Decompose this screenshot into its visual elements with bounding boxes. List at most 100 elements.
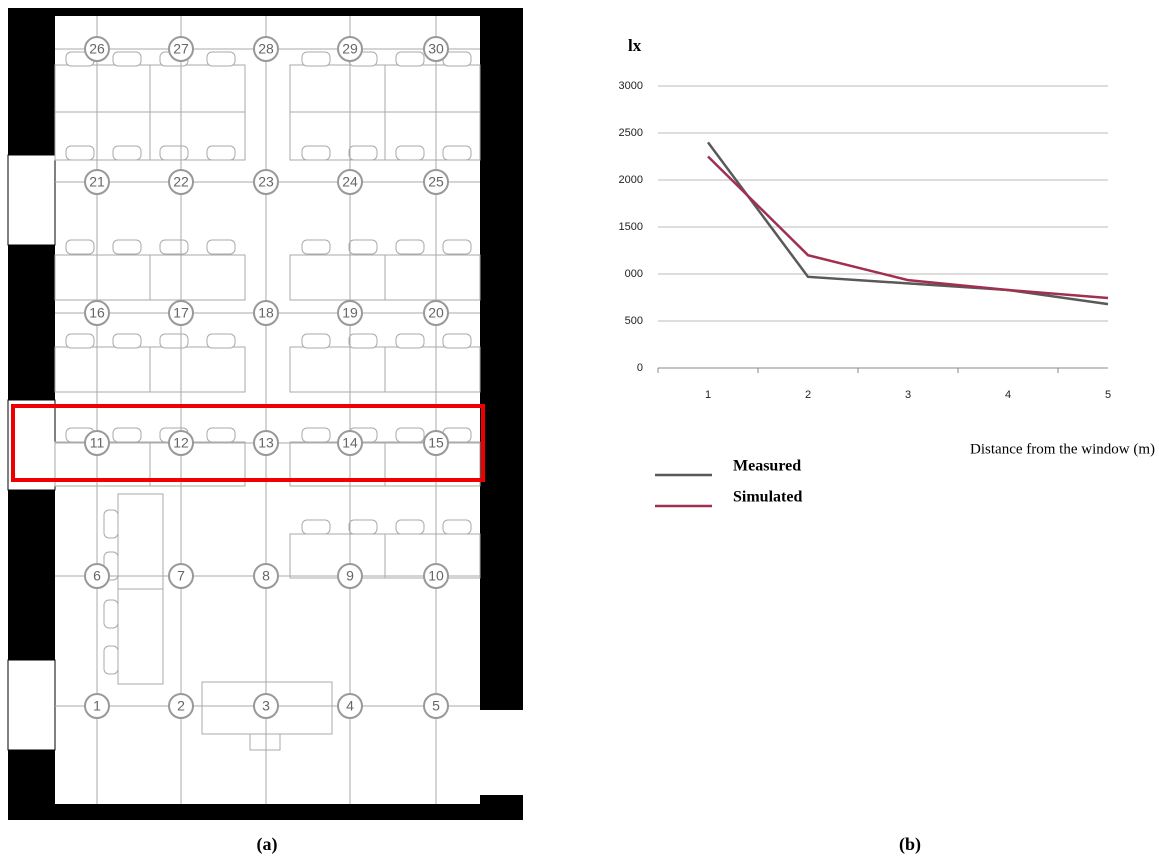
- point-label: 3: [262, 698, 270, 714]
- chair: [442, 145, 472, 161]
- chair: [112, 145, 142, 161]
- measure-point: [423, 300, 449, 326]
- y-tick-label: 000: [625, 268, 643, 280]
- measure-point: [84, 300, 110, 326]
- y-tick-label: 0: [637, 362, 643, 374]
- chair: [301, 239, 331, 255]
- point-label: 15: [428, 435, 444, 451]
- desk: [384, 254, 481, 301]
- desk: [384, 346, 481, 393]
- desk: [54, 64, 151, 113]
- measure-point: [168, 36, 194, 62]
- window: [7, 154, 56, 246]
- chair: [112, 239, 142, 255]
- measure-point: [84, 563, 110, 589]
- chair: [301, 51, 331, 67]
- chair: [301, 427, 331, 443]
- chair: [103, 509, 119, 539]
- desk: [384, 64, 481, 113]
- point-label: 4: [346, 698, 354, 714]
- desk: [201, 681, 333, 735]
- measure-point: [337, 169, 363, 195]
- chair: [301, 519, 331, 535]
- x-tick-label: 5: [1105, 389, 1111, 401]
- chair: [395, 145, 425, 161]
- point-label: 27: [173, 41, 189, 57]
- chair: [348, 519, 378, 535]
- chair: [348, 239, 378, 255]
- point-label: 13: [258, 435, 274, 451]
- desk: [54, 346, 151, 393]
- desk: [249, 733, 281, 751]
- measure-point: [168, 300, 194, 326]
- chair: [103, 599, 119, 629]
- chair: [159, 333, 189, 349]
- point-label: 5: [432, 698, 440, 714]
- measure-point: [423, 693, 449, 719]
- chair: [395, 519, 425, 535]
- point-label: 20: [428, 305, 444, 321]
- chair: [206, 51, 236, 67]
- measure-point: [337, 430, 363, 456]
- y-axis-label: lx: [628, 36, 642, 55]
- chair: [395, 427, 425, 443]
- window: [7, 659, 56, 751]
- measure-point: [168, 430, 194, 456]
- point-label: 30: [428, 41, 444, 57]
- measure-point: [84, 430, 110, 456]
- chair: [442, 239, 472, 255]
- measure-point: [168, 563, 194, 589]
- point-label: 28: [258, 41, 274, 57]
- measure-point: [253, 300, 279, 326]
- x-tick-label: 2: [805, 389, 811, 401]
- desk: [54, 254, 151, 301]
- point-label: 29: [342, 41, 358, 57]
- desk: [117, 588, 164, 685]
- point-label: 16: [89, 305, 105, 321]
- measure-point: [84, 169, 110, 195]
- chair: [348, 333, 378, 349]
- point-label: 14: [342, 435, 358, 451]
- x-tick-label: 1: [705, 389, 711, 401]
- chair: [348, 145, 378, 161]
- door: [480, 710, 523, 795]
- chair: [112, 427, 142, 443]
- chair: [103, 645, 119, 675]
- highlight: [11, 404, 485, 482]
- x-tick-label: 3: [905, 389, 911, 401]
- point-label: 21: [89, 174, 105, 190]
- point-label: 19: [342, 305, 358, 321]
- point-label: 23: [258, 174, 274, 190]
- chair: [206, 239, 236, 255]
- chart: 0 500 000 1500 2000 2500 3000 1 2 3 4 5 Measured Simu…: [619, 80, 1111, 508]
- y-tick-label: 2000: [619, 174, 643, 186]
- measure-point: [337, 36, 363, 62]
- point-label: 1: [93, 698, 101, 714]
- measure-point: [84, 693, 110, 719]
- chair: [395, 333, 425, 349]
- measure-point: [253, 693, 279, 719]
- series-line: [707, 155, 1109, 300]
- desk: [149, 346, 246, 393]
- y-tick-label: 500: [625, 315, 643, 327]
- point-label: 17: [173, 305, 189, 321]
- point-label: 11: [90, 435, 105, 451]
- measure-point: [337, 300, 363, 326]
- chair: [442, 519, 472, 535]
- x-axis-label: Distance from the window (m): [970, 441, 1155, 457]
- chair: [159, 145, 189, 161]
- measure-point: [168, 693, 194, 719]
- measure-point: [253, 36, 279, 62]
- desk: [289, 533, 386, 579]
- chair: [159, 239, 189, 255]
- series-line: [706, 141, 1109, 306]
- caption: (a): [257, 834, 278, 855]
- chair: [301, 333, 331, 349]
- y-tick-label: 2500: [619, 127, 643, 139]
- point-label: 22: [173, 174, 189, 190]
- point-label: 9: [346, 568, 354, 584]
- x-tick-label: 4: [1005, 389, 1011, 401]
- chair: [112, 51, 142, 67]
